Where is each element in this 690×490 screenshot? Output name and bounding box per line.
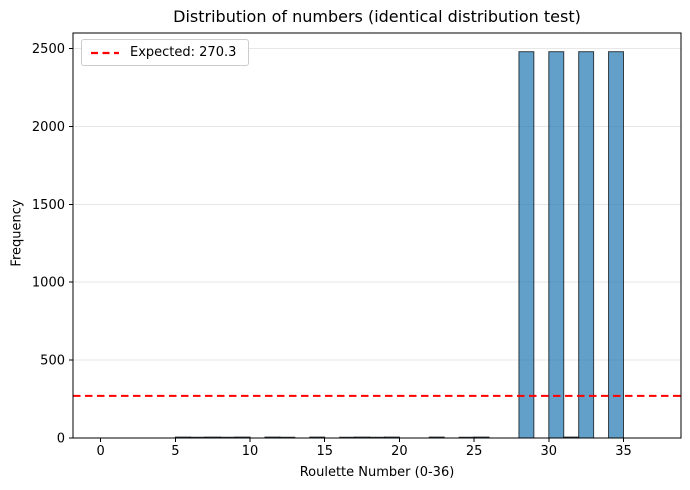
y-tick-label: 500 — [40, 354, 65, 369]
dashed-line-icon — [91, 51, 119, 54]
chart-title: Distribution of numbers (identical distr… — [173, 7, 581, 26]
axes-spines — [72, 32, 682, 439]
y-tick-label: 2000 — [32, 120, 65, 135]
histogram-bar — [518, 51, 535, 439]
y-axis-label: Frequency — [9, 199, 25, 267]
histogram-bar — [578, 51, 595, 439]
legend-label: Expected: 270.3 — [130, 45, 237, 60]
y-tick-label: 1000 — [32, 276, 65, 291]
x-tick-label: 25 — [466, 444, 483, 459]
histogram-bar — [548, 51, 565, 439]
y-tick-label: 1500 — [32, 198, 65, 213]
x-tick-label: 30 — [541, 444, 558, 459]
histogram-bar — [608, 51, 624, 439]
x-tick-label: 20 — [391, 444, 408, 459]
y-tick-label: 2500 — [32, 42, 65, 57]
x-tick-label: 5 — [171, 444, 179, 459]
x-tick-label: 35 — [615, 444, 632, 459]
legend: Expected: 270.3 — [81, 39, 250, 66]
y-tick-label: 0 — [57, 432, 65, 447]
x-tick-label: 15 — [316, 444, 333, 459]
x-tick-label: 0 — [96, 444, 104, 459]
x-tick-label: 10 — [242, 444, 259, 459]
x-axis-label: Roulette Number (0-36) — [299, 465, 455, 480]
